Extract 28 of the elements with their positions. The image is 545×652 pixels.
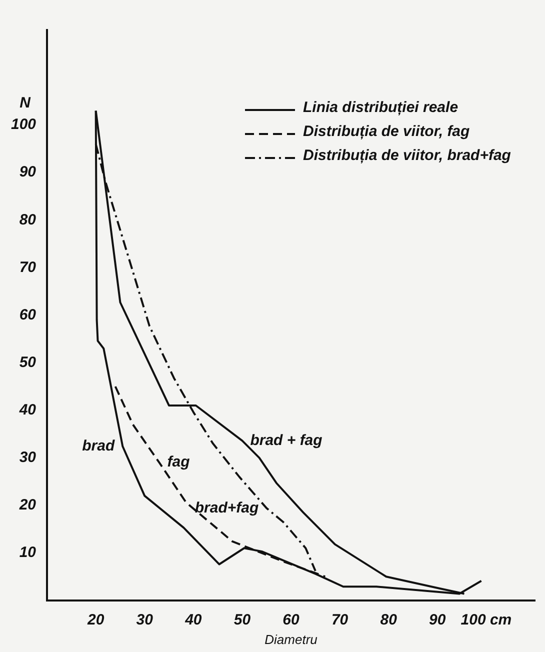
y-tick-label: 40 <box>18 401 37 418</box>
y-tick-label: 10 <box>19 544 37 562</box>
y-tick-label: 70 <box>19 258 37 276</box>
annotation: brad + fag <box>250 432 322 449</box>
x-tick-label: 90 <box>429 612 446 629</box>
y-tick-label: 80 <box>19 211 37 228</box>
annotation: brad <box>82 438 116 455</box>
x-tick-label: 40 <box>184 612 202 629</box>
y-tick-label: 90 <box>19 164 37 181</box>
x-tick-label: 60 <box>282 612 300 629</box>
y-tick-label: 30 <box>19 448 37 466</box>
x-tick-label: 100 cm <box>460 612 512 629</box>
x-tick-label: 30 <box>136 612 154 629</box>
x-tick-label: 20 <box>86 612 105 629</box>
annotation: brad+fag <box>194 499 259 516</box>
x-tick-label: 50 <box>234 612 252 629</box>
x-axis-title: Diametru <box>264 632 318 647</box>
annotation: fag <box>167 454 190 471</box>
legend-label: Distribuția de viitor, fag <box>303 123 470 140</box>
y-axis-title: N <box>20 94 32 112</box>
y-tick-label: 20 <box>18 496 37 514</box>
legend-label: Distribuția de viitor, brad+fag <box>303 147 511 164</box>
x-tick-label: 70 <box>331 612 349 629</box>
y-tick-label: 50 <box>19 354 37 371</box>
x-tick-label: 80 <box>380 612 398 629</box>
y-tick-label: 100 <box>10 116 37 134</box>
y-tick-label: 60 <box>19 306 37 324</box>
legend-label: Linia distribuției reale <box>303 99 458 116</box>
